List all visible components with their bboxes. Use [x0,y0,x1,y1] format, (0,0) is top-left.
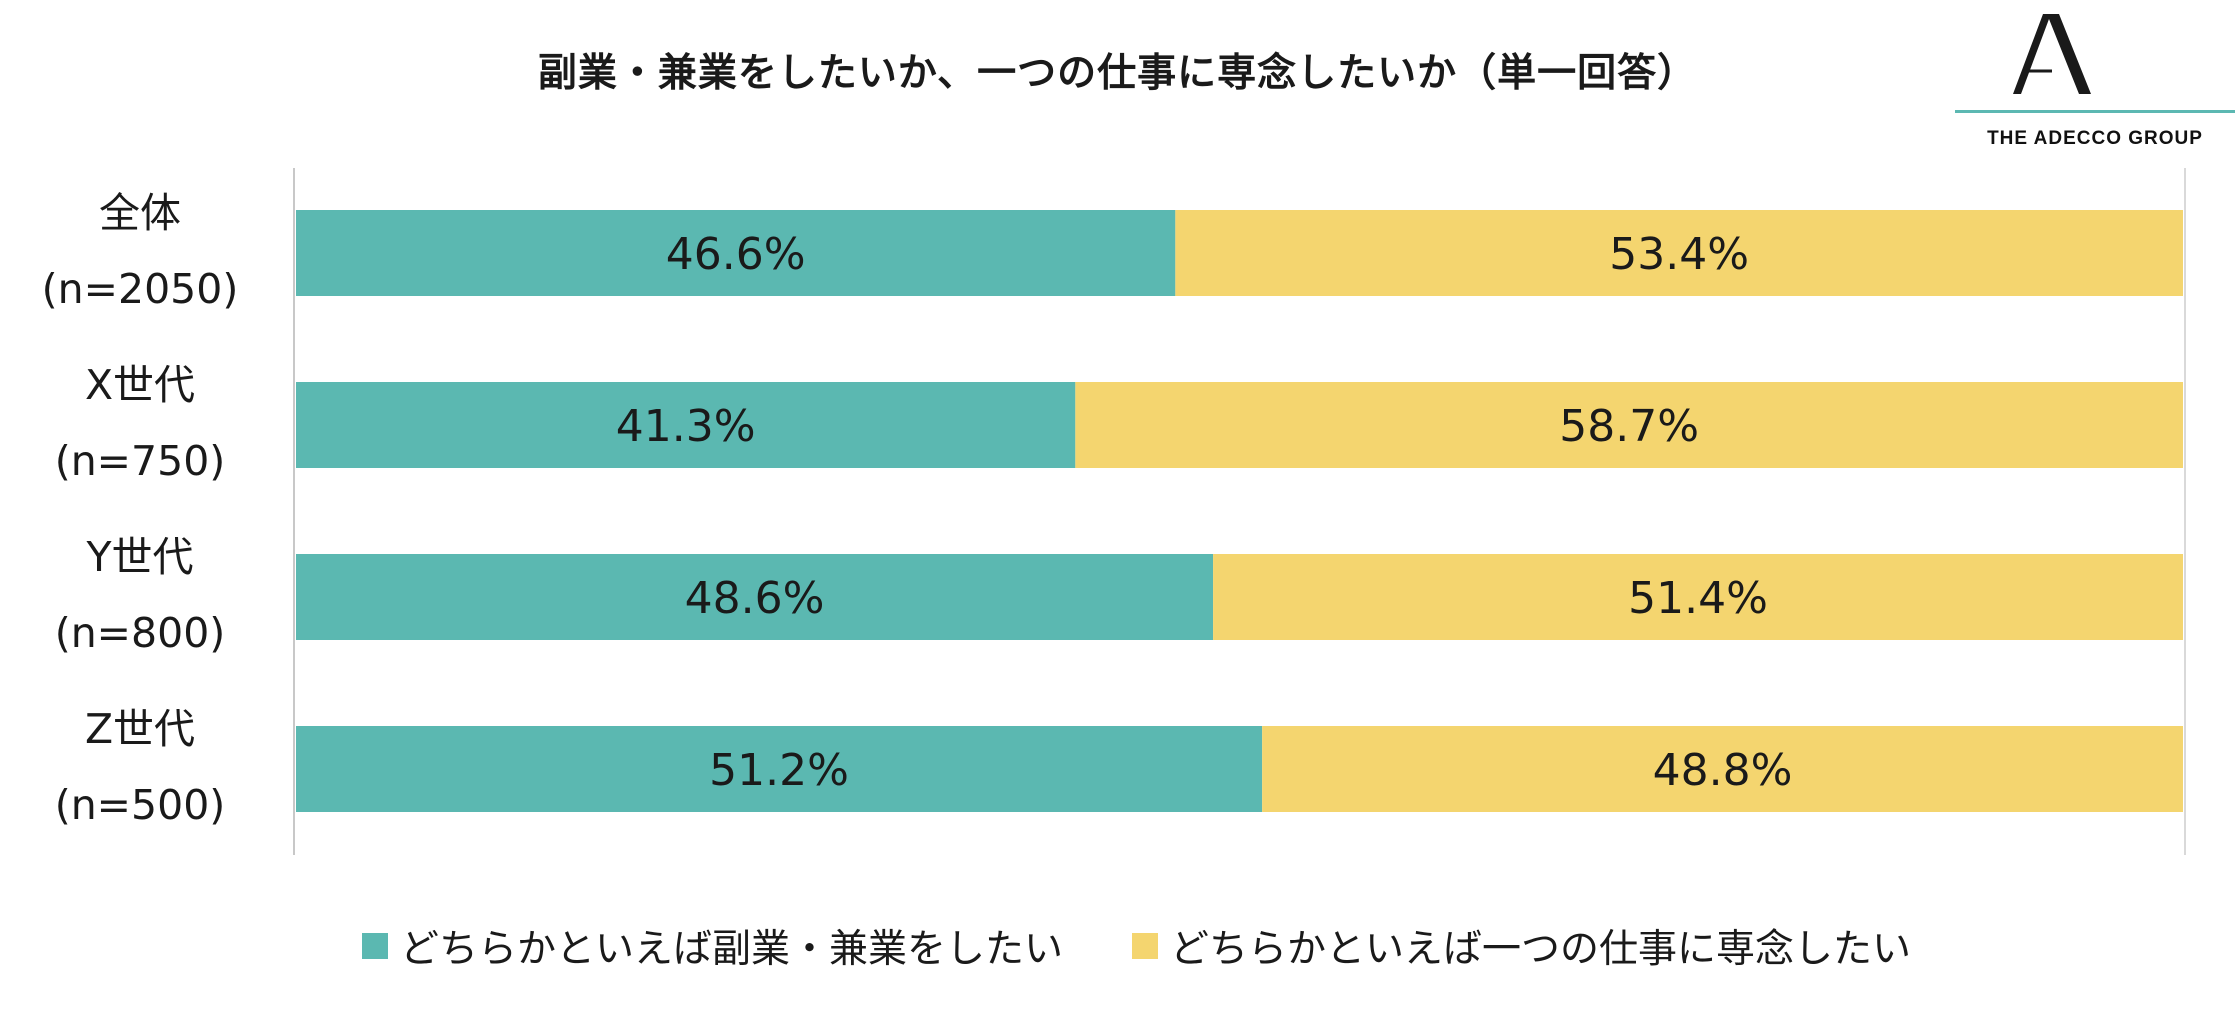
bar-segment [296,210,1176,296]
legend-item: どちらかといえば一つの仕事に専念したい [1132,918,1911,974]
bar-segment [1075,382,2183,468]
stacked-bar-chart: 全体 (n=2050) 46.6% 53.4% X世代 (n=750) 41.3% 58.7%… [42,168,2186,855]
data-label: 51.2% [709,745,849,796]
category-label: X世代 [85,361,195,409]
legend-label: どちらかといえば副業・兼業をしたい [400,927,1064,972]
legend-swatch [1132,933,1158,959]
category-label: 全体 [99,189,181,237]
data-label: 48.6% [685,573,825,624]
logo-rule [1955,110,2235,113]
adecco-logo-icon [2013,14,2091,94]
legend-label: どちらかといえば一つの仕事に専念したい [1170,927,1912,972]
brand-name: THE ADECCO GROUP [1987,128,2203,149]
category-label: (n=750) [55,437,226,485]
category-label: (n=2050) [42,265,239,313]
category-label: Y世代 [85,533,193,581]
legend-item: どちらかといえば副業・兼業をしたい [362,918,1063,974]
bar-segment [296,726,1263,812]
bar-segment [296,554,1214,640]
category-label: Z世代 [85,705,195,753]
legend-swatch [362,933,388,959]
data-label: 46.6% [666,229,806,280]
bar-segment [1175,210,2183,296]
data-label: 41.3% [616,401,756,452]
data-label: 58.7% [1559,401,1699,452]
bar-segment [1213,554,2183,640]
data-label: 53.4% [1609,229,1749,280]
data-label: 51.4% [1628,573,1768,624]
category-label: (n=800) [55,609,226,657]
data-label: 48.8% [1653,745,1793,796]
bar-segment [296,382,1076,468]
chart-title: 副業・兼業をしたいか、一つの仕事に専念したいか（単一回答） [537,51,1698,96]
bar-segment [1262,726,2183,812]
category-label: (n=500) [55,781,226,829]
chart-legend: どちらかといえば副業・兼業をしたい どちらかといえば一つの仕事に専念したい [0,918,2235,978]
